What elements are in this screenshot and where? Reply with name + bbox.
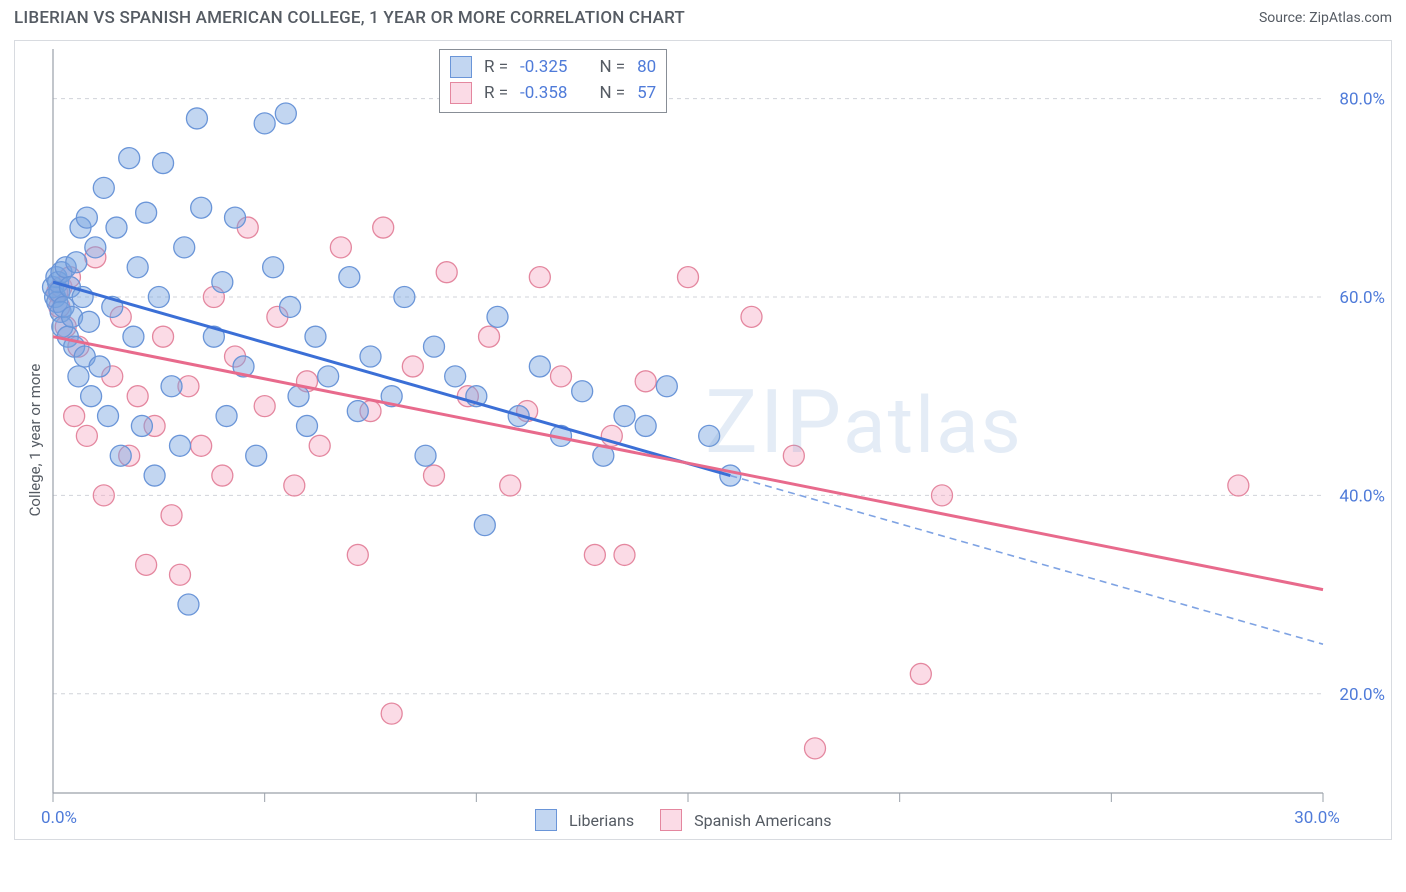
svg-text:20.0%: 20.0% xyxy=(1339,685,1385,705)
svg-text:40.0%: 40.0% xyxy=(1339,486,1385,506)
legend-label: Spanish Americans xyxy=(694,811,831,830)
legend-item-spanish: Spanish Americans xyxy=(660,807,831,833)
scatter-plot: 20.0% 40.0% 60.0% 80.0% 0.0% 30.0% xyxy=(15,41,1391,839)
stats-row-liberians: R = -0.325 N = 80 xyxy=(450,54,656,80)
svg-text:60.0%: 60.0% xyxy=(1339,288,1385,308)
legend-label: Liberians xyxy=(569,811,634,830)
swatch-pink-icon xyxy=(660,809,682,831)
svg-text:0.0%: 0.0% xyxy=(41,808,77,828)
swatch-blue-icon xyxy=(535,809,557,831)
legend-item-liberians: Liberians xyxy=(535,807,634,833)
stats-row-spanish: R = -0.358 N = 57 xyxy=(450,80,656,106)
chart-title: LIBERIAN VS SPANISH AMERICAN COLLEGE, 1 … xyxy=(14,8,685,28)
series-legend: Liberians Spanish Americans xyxy=(535,807,831,833)
svg-text:30.0%: 30.0% xyxy=(1294,808,1340,828)
swatch-blue-icon xyxy=(450,56,472,78)
chart-container: College, 1 year or more 20.0%40.0%60.0%8… xyxy=(14,40,1392,840)
swatch-pink-icon xyxy=(450,82,472,104)
svg-text:80.0%: 80.0% xyxy=(1339,90,1385,110)
correlation-stats-box: R = -0.325 N = 80 R = -0.358 N = 57 xyxy=(439,49,667,113)
source-attribution: Source: ZipAtlas.com xyxy=(1259,10,1392,26)
